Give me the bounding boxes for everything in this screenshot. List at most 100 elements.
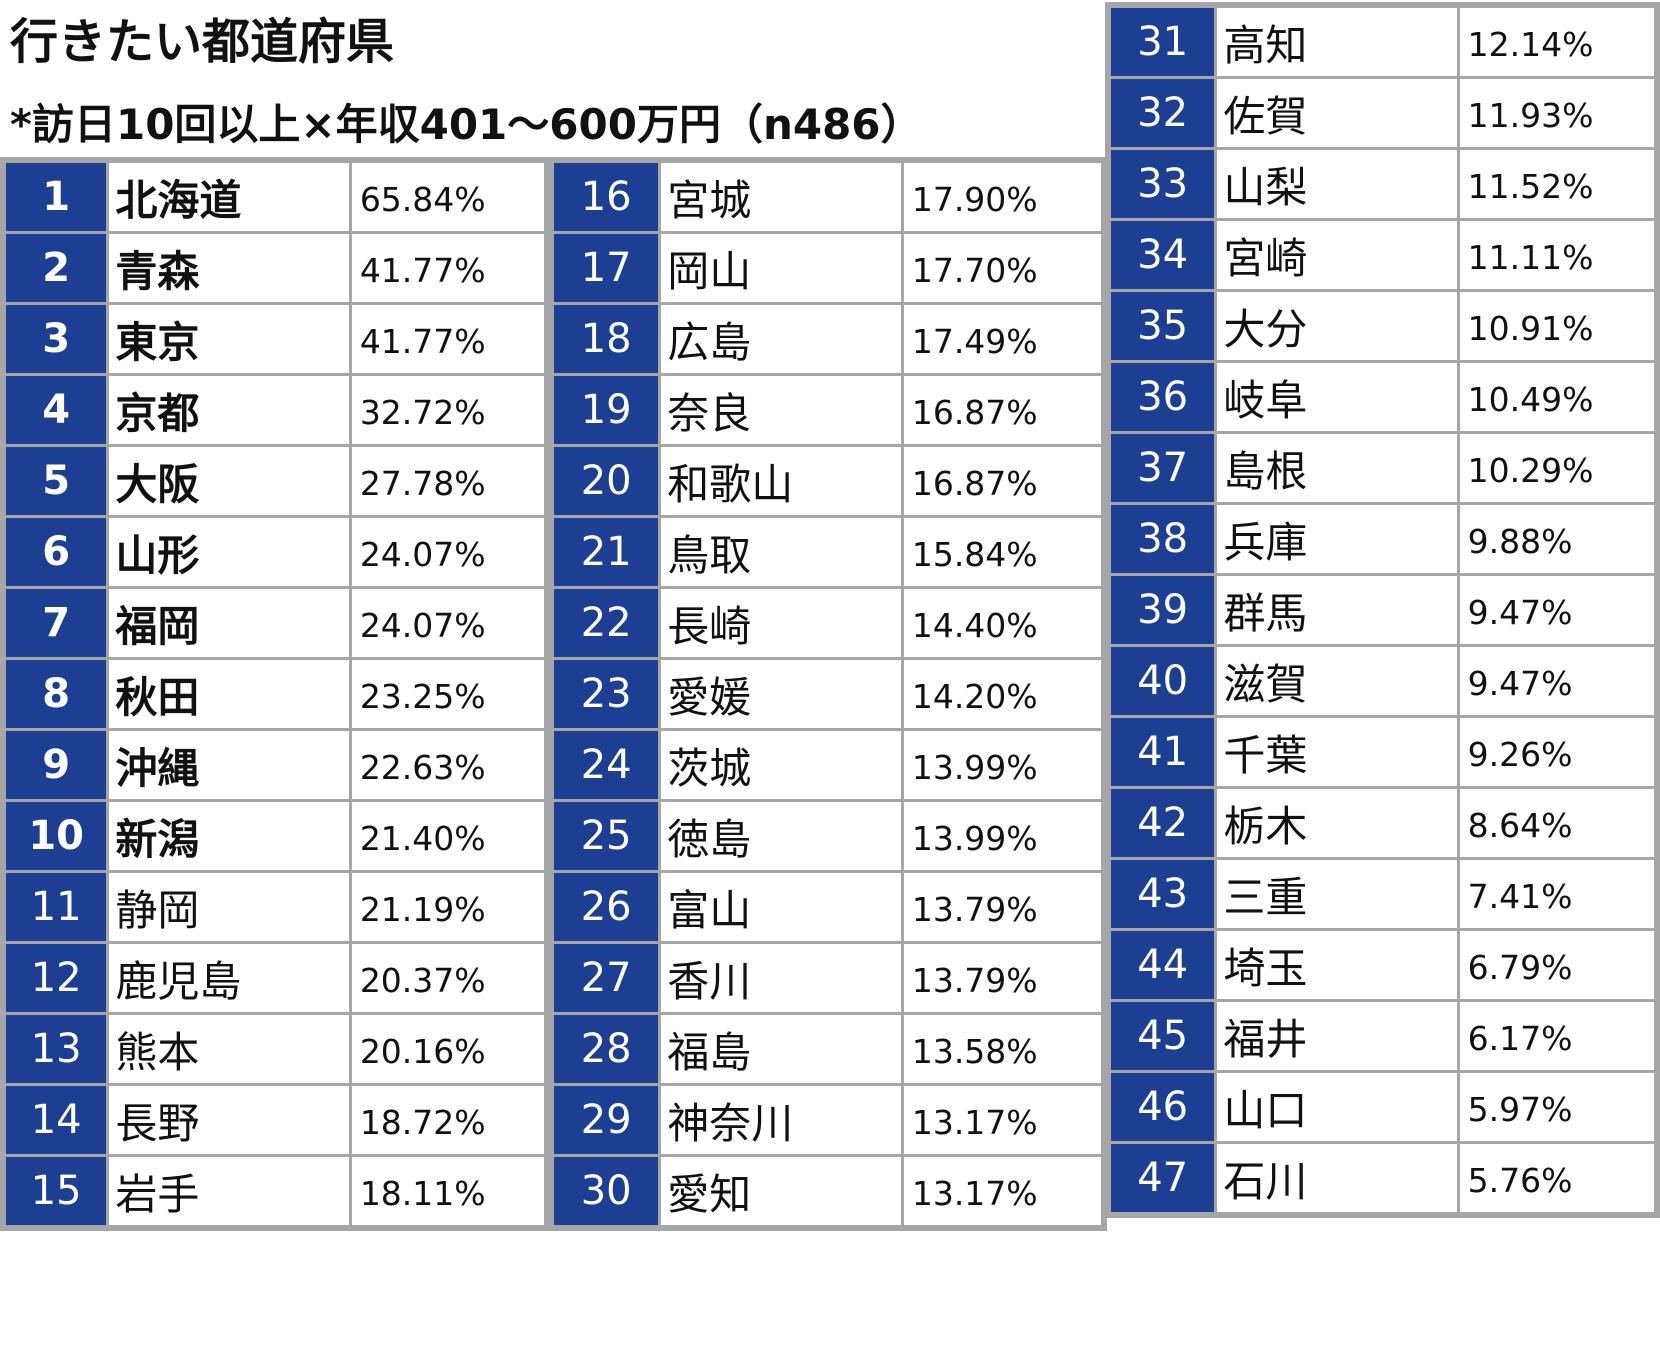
table-row: 9 沖縄 22.63% [2,728,548,802]
rank-number: 10 [2,799,110,873]
table-row: 43 三重 7.41% [1107,857,1658,931]
prefecture-name: 徳島 [658,799,904,873]
percentage-value: 12.14% [1456,5,1658,79]
table-row: 33 山梨 11.52% [1107,147,1658,221]
prefecture-name: 沖縄 [106,728,352,802]
prefecture-name: 茨城 [658,728,904,802]
prefecture-name: 長崎 [658,586,904,660]
rank-number: 9 [2,728,110,802]
rank-number: 11 [2,870,110,944]
rank-number: 46 [1107,1070,1218,1144]
percentage-value: 65.84% [348,160,548,234]
rank-number: 39 [1107,573,1218,647]
ranking-column-1: 1 北海道 65.84% 2 青森 41.77% 3 東京 41.77% 4 京都 32.72% 5 大阪… [0,157,550,1231]
percentage-value: 41.77% [348,302,548,376]
prefecture-name: 栃木 [1214,786,1460,860]
table-row: 14 長野 18.72% [2,1083,548,1157]
percentage-value: 32.72% [348,373,548,447]
percentage-value: 13.79% [900,941,1105,1015]
percentage-value: 9.88% [1456,502,1658,576]
rank-number: 21 [550,515,662,589]
percentage-value: 17.70% [900,231,1105,305]
table-row: 10 新潟 21.40% [2,799,548,873]
rank-number: 18 [550,302,662,376]
rank-number: 20 [550,444,662,518]
prefecture-name: 山形 [106,515,352,589]
prefecture-name: 島根 [1214,431,1460,505]
prefecture-name: 愛媛 [658,657,904,731]
table-row: 13 熊本 20.16% [2,1012,548,1086]
rank-number: 34 [1107,218,1218,292]
table-row: 44 埼玉 6.79% [1107,928,1658,1002]
rank-number: 31 [1107,5,1218,79]
percentage-value: 9.26% [1456,715,1658,789]
table-row: 42 栃木 8.64% [1107,786,1658,860]
percentage-value: 13.99% [900,799,1105,873]
table-row: 3 東京 41.77% [2,302,548,376]
percentage-value: 8.64% [1456,786,1658,860]
rank-number: 44 [1107,928,1218,1002]
table-row: 18 広島 17.49% [550,302,1105,376]
percentage-value: 24.07% [348,515,548,589]
rank-number: 45 [1107,999,1218,1073]
rank-number: 4 [2,373,110,447]
table-row: 1 北海道 65.84% [2,160,548,234]
rank-number: 32 [1107,76,1218,150]
prefecture-name: 千葉 [1214,715,1460,789]
percentage-value: 14.20% [900,657,1105,731]
prefecture-name: 三重 [1214,857,1460,931]
rank-number: 22 [550,586,662,660]
table-row: 2 青森 41.77% [2,231,548,305]
prefecture-name: 秋田 [106,657,352,731]
percentage-value: 11.93% [1456,76,1658,150]
prefecture-name: 新潟 [106,799,352,873]
prefecture-name: 神奈川 [658,1083,904,1157]
prefecture-name: 愛知 [658,1154,904,1228]
rank-number: 15 [2,1154,110,1228]
rank-number: 3 [2,302,110,376]
percentage-value: 10.91% [1456,289,1658,363]
percentage-value: 6.17% [1456,999,1658,1073]
rank-number: 41 [1107,715,1218,789]
rank-number: 5 [2,444,110,518]
percentage-value: 27.78% [348,444,548,518]
rank-number: 14 [2,1083,110,1157]
prefecture-name: 石川 [1214,1141,1460,1215]
rank-number: 1 [2,160,110,234]
ranking-table-3: 31 高知 12.14% 32 佐賀 11.93% 33 山梨 11.52% 34 宮崎 11.11%… [1107,5,1658,1215]
percentage-value: 13.17% [900,1154,1105,1228]
prefecture-name: 福岡 [106,586,352,660]
percentage-value: 18.11% [348,1154,548,1228]
table-row: 5 大阪 27.78% [2,444,548,518]
rank-number: 6 [2,515,110,589]
prefecture-name: 山梨 [1214,147,1460,221]
rank-number: 13 [2,1012,110,1086]
ranking-table-2: 16 宮城 17.90% 17 岡山 17.70% 18 広島 17.49% 19 奈良 16.87%… [550,160,1105,1228]
prefecture-name: 埼玉 [1214,928,1460,1002]
table-row: 22 長崎 14.40% [550,586,1105,660]
rank-number: 35 [1107,289,1218,363]
prefecture-name: 北海道 [106,160,352,234]
prefecture-name: 高知 [1214,5,1460,79]
table-row: 28 福島 13.58% [550,1012,1105,1086]
percentage-value: 24.07% [348,586,548,660]
prefecture-name: 山口 [1214,1070,1460,1144]
page-subtitle: *訪日10回以上×年収401～600万円（n486） [10,100,923,149]
table-row: 37 島根 10.29% [1107,431,1658,505]
percentage-value: 15.84% [900,515,1105,589]
table-row: 11 静岡 21.19% [2,870,548,944]
prefecture-name: 和歌山 [658,444,904,518]
rank-number: 42 [1107,786,1218,860]
rank-number: 24 [550,728,662,802]
prefecture-name: 鹿児島 [106,941,352,1015]
table-row: 8 秋田 23.25% [2,657,548,731]
percentage-value: 13.58% [900,1012,1105,1086]
percentage-value: 22.63% [348,728,548,802]
percentage-value: 17.90% [900,160,1105,234]
percentage-value: 18.72% [348,1083,548,1157]
prefecture-name: 佐賀 [1214,76,1460,150]
table-row: 29 神奈川 13.17% [550,1083,1105,1157]
table-row: 27 香川 13.79% [550,941,1105,1015]
percentage-value: 16.87% [900,444,1105,518]
rank-number: 7 [2,586,110,660]
